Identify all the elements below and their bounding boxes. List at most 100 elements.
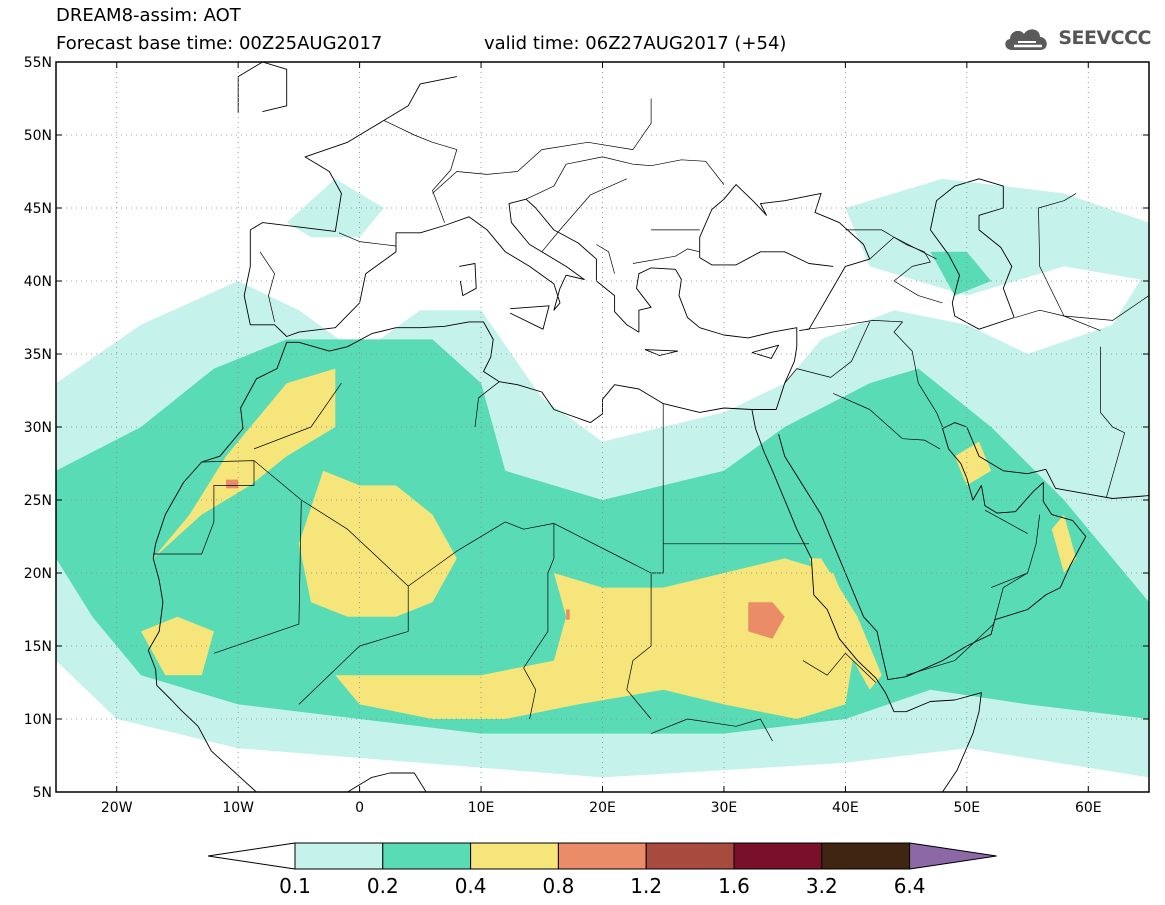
lat-tick-label: 15N bbox=[24, 639, 52, 655]
legend-label: 1.2 bbox=[630, 874, 662, 898]
lon-tick-label: 10E bbox=[468, 800, 495, 816]
aot-region-aot-04-oman bbox=[1051, 514, 1077, 573]
graticule-layer bbox=[56, 62, 1149, 792]
border-12 bbox=[784, 321, 871, 384]
border-11 bbox=[802, 652, 877, 683]
aot-region-aot-04-sahara bbox=[298, 470, 457, 617]
lon-tick-label: 20E bbox=[589, 800, 616, 816]
lat-tick-label: 20N bbox=[24, 566, 52, 582]
border-30 bbox=[1015, 309, 1101, 331]
lat-tick-label: 35N bbox=[24, 347, 52, 363]
border-32 bbox=[1038, 193, 1149, 321]
legend-swatch-0 bbox=[294, 842, 384, 870]
aot-region-aot-04-chad bbox=[335, 558, 858, 719]
coastline-3 bbox=[778, 428, 1087, 681]
lat-tick-label: 25N bbox=[24, 493, 52, 509]
aot-region-aot-02-caspian bbox=[930, 251, 992, 296]
border-21 bbox=[596, 244, 615, 274]
seevccc-logo: SEEVCCC bbox=[1002, 22, 1151, 54]
border-24 bbox=[432, 98, 652, 194]
cloud-logo-icon bbox=[1005, 29, 1048, 50]
border-10 bbox=[650, 718, 773, 742]
border-5 bbox=[407, 521, 506, 587]
legend-swatch-2 bbox=[470, 842, 559, 870]
coastline-layer bbox=[147, 62, 1149, 792]
axis-ticks: 20W 10W 0 10E 20E 30E 40E 50E 60E 5N 10N 15N 20N 25N 3… bbox=[24, 55, 1149, 816]
coastline-6 bbox=[929, 178, 1015, 330]
border-20 bbox=[632, 248, 700, 264]
lat-tick-label: 30N bbox=[24, 420, 52, 436]
aot-region-aot-08-b bbox=[748, 602, 785, 639]
border-6 bbox=[523, 523, 555, 720]
border-7 bbox=[474, 381, 500, 428]
border-18 bbox=[845, 229, 931, 282]
coastline-7 bbox=[459, 263, 477, 297]
border-17 bbox=[905, 572, 1028, 676]
legend-label: 6.4 bbox=[894, 874, 926, 898]
border-1 bbox=[213, 460, 302, 654]
coastline-4 bbox=[942, 422, 1149, 499]
lat-tick-label: 10N bbox=[24, 712, 52, 728]
legend-arrow-above bbox=[909, 842, 997, 870]
aot-field-layer bbox=[56, 178, 1149, 778]
logo-text: SEEVCCC bbox=[1058, 27, 1151, 49]
border-29 bbox=[893, 280, 943, 304]
lon-tick-label: 50E bbox=[953, 800, 980, 816]
lat-tick-label: 5N bbox=[33, 785, 52, 801]
legend-label: 0.1 bbox=[279, 874, 311, 898]
lon-tick-label: 30E bbox=[711, 800, 738, 816]
border-4 bbox=[505, 521, 652, 720]
lon-tick-label: 0 bbox=[355, 800, 364, 816]
aot-region-aot-02 bbox=[56, 339, 1149, 734]
aot-region-aot-08-a bbox=[226, 479, 239, 489]
border-23 bbox=[525, 156, 725, 200]
legend-swatch-4 bbox=[645, 842, 735, 870]
legend-label: 1.6 bbox=[718, 874, 750, 898]
border-22 bbox=[541, 178, 627, 253]
aot-region-aot-04-gulf bbox=[954, 441, 992, 486]
coastline-2 bbox=[751, 409, 982, 792]
aot-region-aot-04-west bbox=[153, 368, 336, 559]
lon-tick-label: 60E bbox=[1075, 800, 1102, 816]
coastline-0 bbox=[250, 76, 457, 232]
border-28 bbox=[1100, 346, 1126, 498]
colorbar-legend: 0.1 0.2 0.4 0.8 1.2 1.6 3.2 6.4 bbox=[207, 842, 997, 898]
legend-swatch-5 bbox=[733, 842, 823, 870]
legend-label: 0.8 bbox=[542, 874, 574, 898]
border-14 bbox=[833, 393, 941, 450]
border-15 bbox=[984, 509, 1028, 534]
legend-swatch-6 bbox=[821, 842, 911, 870]
border-31 bbox=[869, 236, 937, 260]
lat-tick-label: 50N bbox=[24, 128, 52, 144]
coastline-8 bbox=[510, 305, 550, 330]
coastline-5 bbox=[699, 184, 871, 332]
lat-tick-label: 40N bbox=[24, 274, 52, 290]
aot-region-aot-04-redsea bbox=[809, 558, 882, 690]
legend-swatch-1 bbox=[382, 842, 472, 870]
model-title: DREAM8-assim: AOT bbox=[56, 5, 241, 26]
aot-region-aot-08-c bbox=[566, 609, 570, 620]
lat-tick-label: 45N bbox=[24, 201, 52, 217]
lon-tick-label: 20W bbox=[101, 800, 133, 816]
coastline-9 bbox=[644, 349, 679, 356]
border-26 bbox=[338, 232, 397, 247]
lat-tick-label: 55N bbox=[24, 55, 52, 71]
border-2 bbox=[298, 499, 409, 705]
legend-arrow-below bbox=[207, 842, 296, 870]
border-16 bbox=[990, 514, 1041, 588]
lon-tick-label: 10W bbox=[222, 800, 254, 816]
border-25 bbox=[383, 120, 458, 223]
legend-label: 3.2 bbox=[806, 874, 838, 898]
border-27 bbox=[259, 251, 275, 322]
legend-label: 0.2 bbox=[367, 874, 399, 898]
lon-tick-label: 40E bbox=[832, 800, 859, 816]
border-13 bbox=[806, 320, 943, 428]
legend-label: 0.4 bbox=[455, 874, 487, 898]
legend-swatch-3 bbox=[557, 842, 647, 870]
coastline-10 bbox=[751, 344, 780, 359]
valid-time-label: valid time: 06Z27AUG2017 (+54) bbox=[484, 33, 787, 54]
border-9 bbox=[651, 543, 664, 574]
base-time-label: Forecast base time: 00Z25AUG2017 bbox=[56, 33, 383, 54]
